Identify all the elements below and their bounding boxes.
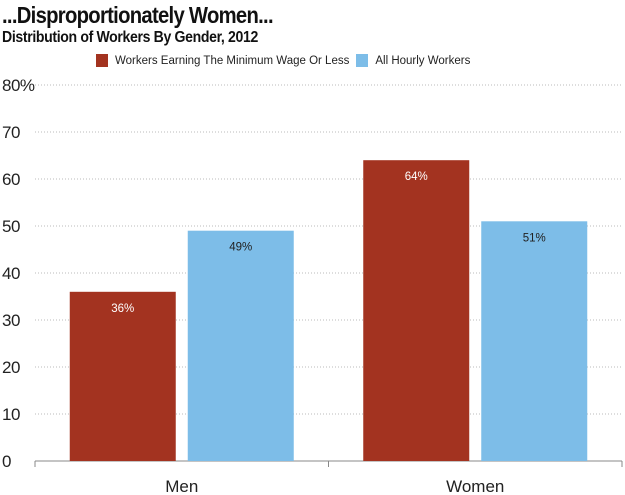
- y-tick-label: 70: [2, 123, 20, 142]
- y-tick-label: 30: [2, 311, 20, 330]
- y-tick-label: 80%: [2, 76, 35, 95]
- legend-label-minimum-wage: Workers Earning The Minimum Wage Or Less: [115, 54, 350, 67]
- x-tick-label: Men: [165, 477, 198, 495]
- y-tick-label: 40: [2, 264, 20, 283]
- data-label: 64%: [405, 171, 428, 183]
- y-tick-label: 20: [2, 358, 20, 377]
- data-label: 49%: [229, 242, 252, 254]
- y-tick-label: 0: [2, 452, 11, 471]
- y-tick-label: 10: [2, 405, 20, 424]
- legend-item-minimum-wage: Workers Earning The Minimum Wage Or Less: [96, 54, 349, 67]
- bar-minimum-wage-men: [69, 291, 176, 461]
- chart-subtitle: Distribution of Workers By Gender, 2012: [2, 29, 258, 46]
- y-tick-label: 50: [2, 217, 20, 236]
- x-tick-label: Women: [446, 477, 504, 495]
- legend-item-all-hourly: All Hourly Workers: [354, 54, 470, 67]
- bar-all-hourly-women: [481, 221, 588, 461]
- data-label: 36%: [111, 303, 134, 315]
- data-label: 51%: [523, 232, 546, 244]
- legend-label-all-hourly: All Hourly Workers: [375, 54, 471, 67]
- legend-swatch-minimum-wage: [96, 54, 108, 67]
- legend-swatch-all-hourly: [356, 54, 369, 67]
- bar-minimum-wage-women: [363, 160, 470, 461]
- chart-title: ...Disproportionately Women...: [2, 2, 274, 28]
- bar-all-hourly-men: [187, 230, 294, 461]
- y-tick-label: 60: [2, 170, 20, 189]
- legend: Workers Earning The Minimum Wage Or Less…: [96, 54, 475, 67]
